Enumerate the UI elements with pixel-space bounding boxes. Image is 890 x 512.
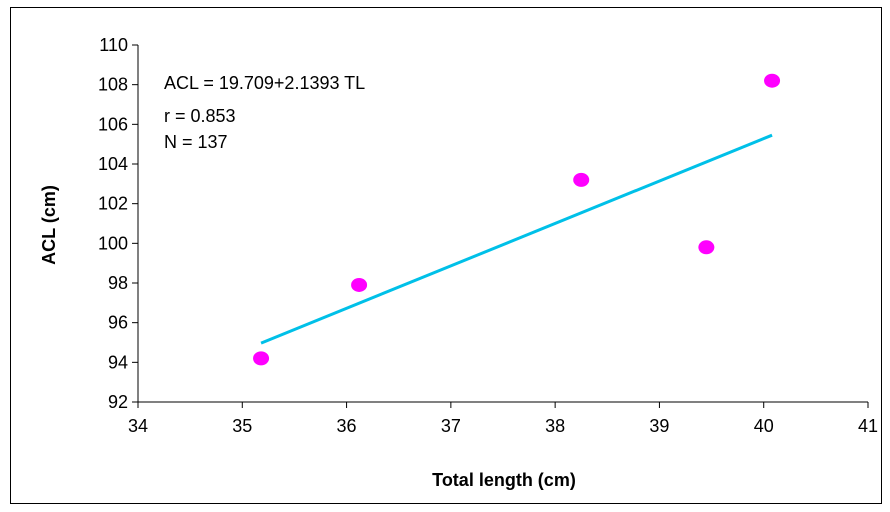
sample-size: N = 137 bbox=[164, 132, 228, 152]
x-ticks: 34 35 36 37 38 39 40 41 bbox=[128, 402, 878, 436]
y-tick-label: 108 bbox=[98, 75, 128, 95]
x-axis-title: Total length (cm) bbox=[432, 470, 576, 490]
x-tick-label: 36 bbox=[337, 416, 357, 436]
data-point bbox=[764, 73, 781, 88]
y-ticks: 92 94 96 98 100 102 104 106 108 110 bbox=[98, 35, 138, 412]
x-tick-label: 41 bbox=[858, 416, 878, 436]
chart-frame bbox=[10, 7, 882, 504]
y-tick-label: 100 bbox=[98, 233, 128, 253]
data-point bbox=[698, 240, 715, 255]
y-tick-label: 106 bbox=[98, 114, 128, 134]
y-tick-label: 94 bbox=[108, 352, 128, 372]
x-tick-label: 40 bbox=[754, 416, 774, 436]
correlation-coefficient: r = 0.853 bbox=[164, 106, 236, 126]
x-tick-label: 37 bbox=[441, 416, 461, 436]
data-point bbox=[573, 172, 590, 187]
plot-area: 92 94 96 98 100 102 104 106 108 110 34 35 36 37 38 39 4… bbox=[98, 35, 878, 436]
data-point bbox=[351, 277, 368, 292]
y-tick-label: 104 bbox=[98, 154, 128, 174]
y-tick-label: 96 bbox=[108, 313, 128, 333]
x-tick-label: 38 bbox=[545, 416, 565, 436]
y-tick-label: 98 bbox=[108, 273, 128, 293]
y-tick-label: 92 bbox=[108, 392, 128, 412]
y-tick-label: 102 bbox=[98, 194, 128, 214]
trendline bbox=[260, 133, 773, 345]
x-tick-label: 34 bbox=[128, 416, 148, 436]
y-axis-title: ACL (cm) bbox=[39, 185, 59, 265]
data-points bbox=[253, 73, 781, 366]
data-point bbox=[253, 351, 270, 366]
regression-equation: ACL = 19.709+2.1393 TL bbox=[164, 73, 365, 93]
y-tick-label: 110 bbox=[99, 35, 128, 55]
x-tick-label: 39 bbox=[649, 416, 669, 436]
x-tick-label: 35 bbox=[232, 416, 252, 436]
